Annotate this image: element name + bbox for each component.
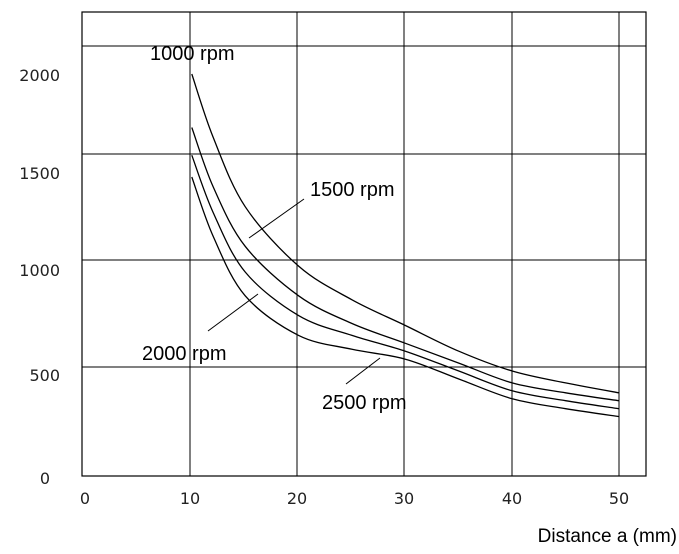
x-tick-label: 50	[609, 489, 629, 508]
x-tick-label: 30	[394, 489, 414, 508]
leader-line-1500rpm	[248, 198, 305, 239]
x-axis-title: Distance a (mm)	[538, 526, 677, 547]
series-label-1000rpm: 1000 rpm	[150, 43, 235, 65]
series-label-1500rpm: 1500 rpm	[310, 179, 395, 201]
leader-line-2000rpm	[207, 293, 259, 332]
series-label-2000rpm: 2000 rpm	[142, 343, 227, 365]
x-tick-label: 10	[180, 489, 200, 508]
y-tick-label: 1000	[19, 261, 60, 280]
y-tick-label: 0	[40, 469, 50, 488]
series-line-1000rpm	[191, 73, 620, 394]
x-tick-label: 40	[502, 489, 522, 508]
y-tick-label: 2000	[19, 66, 60, 85]
series-label-2500rpm: 2500 rpm	[322, 392, 407, 414]
leader-line-2500rpm	[345, 357, 381, 385]
series-line-1500rpm	[191, 127, 620, 402]
x-tick-label: 0	[80, 489, 90, 508]
series-layer	[191, 73, 620, 418]
series-line-2500rpm	[191, 176, 620, 418]
y-tick-label: 1500	[19, 164, 60, 183]
plot-frame	[81, 11, 647, 477]
x-tick-label: 20	[287, 489, 307, 508]
y-tick-label: 500	[29, 366, 60, 385]
series-line-2000rpm	[191, 154, 620, 410]
